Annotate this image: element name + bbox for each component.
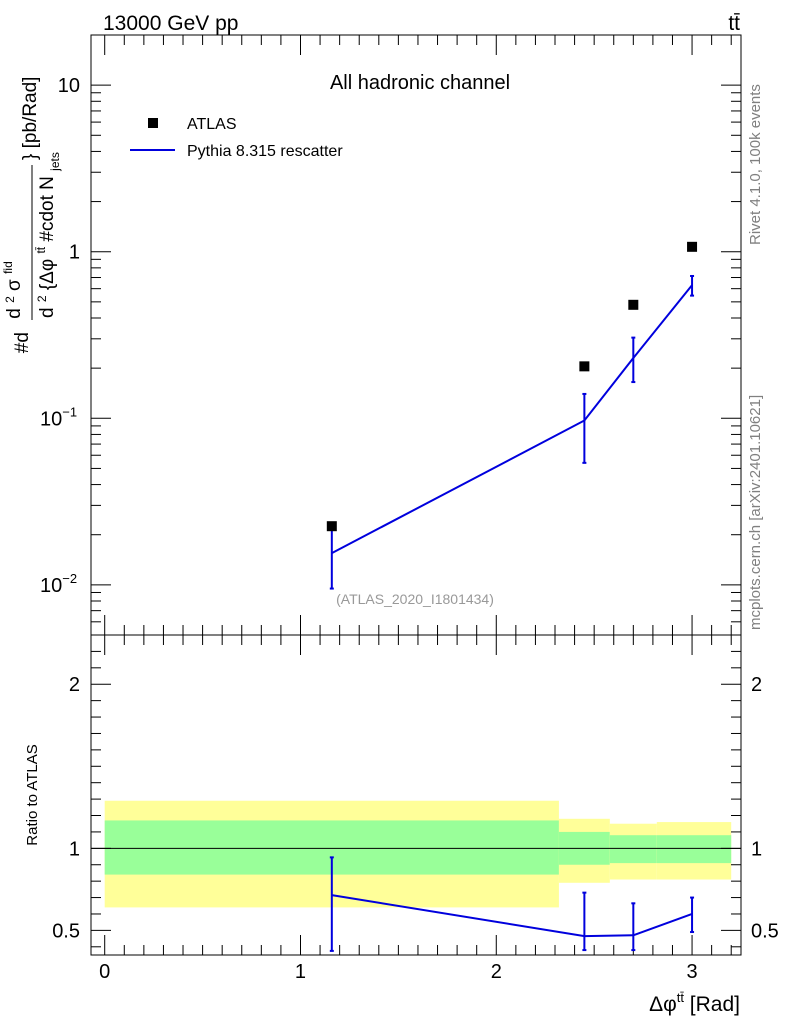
ratio-x-tick-label: 2: [491, 961, 502, 983]
main-y-axis: 10 1 10−1 10−2: [40, 34, 741, 636]
x-axis-title: Δφtt̄ [Rad]: [649, 990, 740, 1016]
rivet-label: Rivet 4.1.0, 100k events: [747, 84, 764, 245]
ratio-inner-band: [609, 835, 657, 864]
ratio-y-tick-label-right: 0.5: [751, 920, 779, 942]
ylabel-den-sup2: tt̄: [34, 246, 48, 253]
xlabel-main: Δφ: [649, 993, 677, 1016]
ratio-inner-band: [656, 835, 732, 864]
main-y-axis-title: #d d 2 σ fid d 2 {Δφ tt̄ #cdot N jets } …: [0, 77, 62, 354]
atlas-data-point: [579, 361, 590, 372]
ylabel-den-sup: 2: [35, 295, 49, 302]
ratio-y-axis: 0.5 0.5 1 1 2 2: [52, 634, 779, 948]
energy-label: 13000 GeV pp: [103, 12, 238, 35]
xlabel-sup: tt̄: [677, 990, 685, 1005]
ratio-y-axis-title: Ratio to ATLAS: [24, 744, 41, 845]
atlas-data-point: [326, 521, 337, 532]
main-panel: 10 1 10−1 10−2 All hadronic channel (ATLAS_…: [40, 34, 742, 636]
source-label: mcplots.cern.ch [arXiv:2401.10621]: [747, 395, 764, 630]
ratio-y-tick-label: 2: [69, 674, 80, 696]
main-y-tick-label: 10−2: [40, 571, 77, 597]
main-series-layer: [326, 241, 698, 590]
svg-text:#d d 2 σ: #d d 2 σ fid: [0, 261, 33, 353]
atlas-data-point: [687, 241, 698, 252]
ylabel-den-rest: #cdot N: [37, 176, 58, 241]
ratio-frame: [90, 634, 742, 956]
ylabel-close: } [pb/Rad]: [20, 77, 41, 160]
legend-marker-atlas: [148, 118, 158, 128]
svg-text:d 2 {Δφ tt̄: d 2 {Δφ tt̄ #cdot N jets: [29, 152, 62, 318]
ratio-y-tick-label: 0.5: [52, 920, 80, 942]
ratio-y-tick-label-right: 2: [751, 674, 762, 696]
legend-label-atlas: ATLAS: [187, 116, 237, 133]
ratio-y-tick-label: 1: [69, 838, 80, 860]
ylabel-num-sigma: σ: [4, 279, 25, 291]
main-y-tick-label: 10: [58, 75, 80, 97]
main-x-ticks: [104, 35, 732, 635]
ylabel-num-sub: fid: [1, 261, 15, 274]
ratio-bands-layer: [104, 800, 732, 908]
ratio-x-tick-label: 3: [686, 961, 697, 983]
main-title: All hadronic channel: [330, 72, 510, 94]
ratio-panel: 0.5 0.5 1 1 2 2 0 1 2 3 Ratio to ATLAS Δφtt̄ [Ra…: [24, 634, 779, 1016]
ylabel-den-sub: jets: [48, 152, 62, 172]
ylabel-num-d: d: [4, 308, 25, 319]
legend-label-pythia: Pythia 8.315 rescatter: [187, 143, 343, 160]
ratio-pythia-line: [331, 894, 693, 938]
atlas-data-point: [628, 299, 639, 310]
ylabel-den-d: d: [37, 307, 58, 318]
xlabel-unit: [Rad]: [684, 993, 740, 1016]
ratio-x-axis: 0 1 2 3: [99, 635, 732, 983]
ylabel-den-body: {Δφ: [37, 259, 58, 290]
ylabel-prefix: #d: [12, 332, 33, 353]
main-watermark: (ATLAS_2020_I1801434): [336, 591, 494, 607]
ratio-x-tick-label: 1: [295, 961, 306, 983]
ratio-x-tick-label: 0: [99, 961, 110, 983]
process-label: tt̄: [728, 12, 740, 35]
pythia-line: [331, 284, 693, 555]
main-y-tick-label: 1: [69, 242, 80, 264]
ratio-series-layer: [329, 856, 695, 952]
ratio-y-tick-label-right: 1: [751, 838, 762, 860]
ylabel-num-sup: 2: [3, 296, 17, 303]
main-y-tick-label: 10−1: [40, 404, 77, 430]
legend: ATLAS Pythia 8.315 rescatter: [130, 116, 343, 160]
